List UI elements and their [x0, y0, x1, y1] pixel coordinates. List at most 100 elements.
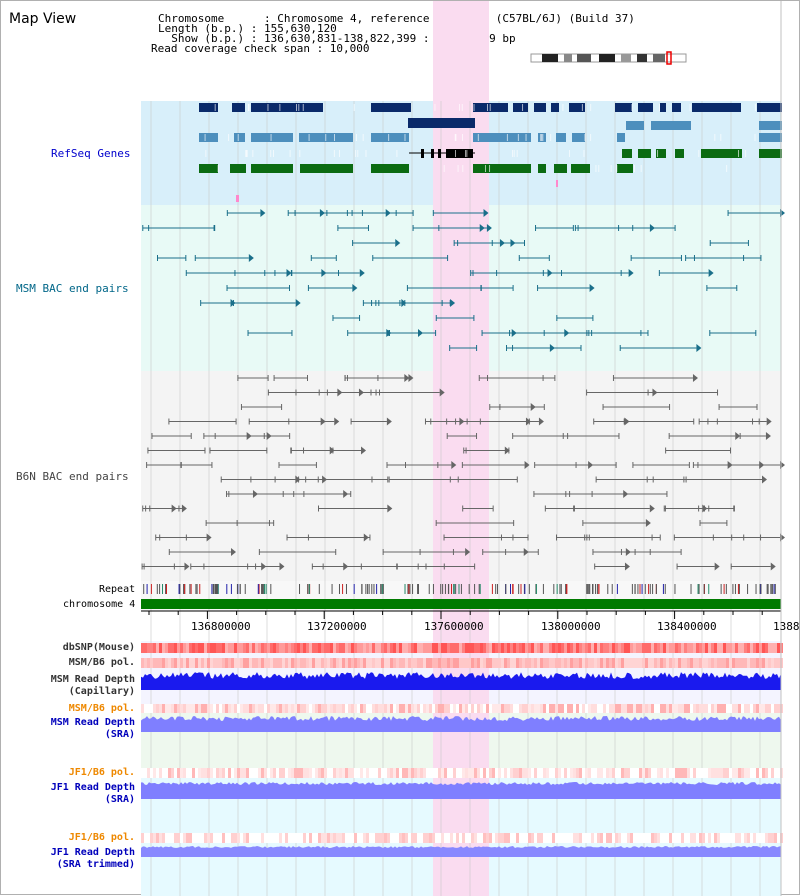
chromosome-bar[interactable] [141, 599, 781, 609]
heat-cell [288, 768, 291, 778]
bac-end-arrow [759, 461, 765, 469]
heat-cell [777, 768, 780, 778]
heat-cell [186, 658, 189, 668]
bac-end-arrow [386, 329, 392, 337]
heat-cell [684, 833, 687, 843]
repeat-element [708, 584, 710, 594]
heat-cell [516, 658, 519, 668]
heat-cell [747, 768, 750, 778]
gene-block [692, 103, 741, 112]
heat-cell [372, 833, 375, 843]
heat-cell [255, 768, 258, 778]
heat-cell [195, 833, 198, 843]
bac-end-arrow [386, 417, 392, 426]
chromosome-ideogram[interactable] [530, 51, 687, 65]
heat-cell [534, 704, 537, 713]
variant-and-depth-tracks[interactable] [141, 643, 783, 857]
bac-end-arrow [708, 269, 714, 277]
heat-cell [168, 768, 171, 778]
heat-cell [282, 704, 285, 713]
heat-cell [741, 658, 744, 668]
heat-cell [222, 658, 225, 668]
repeat-element [196, 584, 198, 594]
heat-cell [147, 658, 150, 668]
bac-end-arrow [363, 533, 369, 542]
heat-cell [309, 768, 312, 778]
heat-cell [264, 833, 267, 843]
heat-cell [453, 643, 456, 653]
heat-cell [738, 643, 741, 653]
heat-cell [336, 658, 339, 668]
heat-cell [678, 704, 681, 713]
repeat-element [737, 584, 739, 594]
heat-cell [162, 704, 165, 713]
heat-cell [690, 643, 693, 653]
repeat-element [566, 584, 568, 594]
gene-block [622, 149, 632, 158]
repeat-element [165, 584, 167, 594]
msm-bac-pairs-track[interactable] [142, 209, 785, 352]
heat-cell [708, 833, 711, 843]
heat-cell [354, 833, 357, 843]
heat-cell [642, 768, 645, 778]
heat-cell [252, 704, 255, 713]
msm-bac-label[interactable]: MSM BAC end pairs [16, 282, 129, 295]
repeat-element [491, 584, 493, 594]
heat-cell [672, 768, 675, 778]
gene-marker [556, 180, 558, 187]
heat-cell [702, 643, 705, 653]
jf1-pol-trimmed-label: JF1/B6 pol. [68, 832, 135, 843]
heat-cell [324, 704, 327, 713]
heat-cell [627, 833, 630, 843]
heat-cell [261, 704, 264, 713]
refseq-genes-track[interactable] [199, 103, 782, 202]
heat-cell [192, 704, 195, 713]
heat-cell [444, 643, 447, 653]
heat-cell [456, 833, 459, 843]
repeat-element [308, 584, 310, 594]
heat-cell [474, 704, 477, 713]
repeat-element [215, 584, 217, 594]
heat-cell [699, 768, 702, 778]
heat-cell [354, 658, 357, 668]
heat-cell [462, 768, 465, 778]
b6n-bac-label[interactable]: B6N BAC end pairs [16, 470, 129, 483]
heat-cell [666, 643, 669, 653]
heat-cell [159, 658, 162, 668]
heat-cell [429, 768, 432, 778]
heat-cell [537, 658, 540, 668]
repeat-element [586, 584, 588, 594]
repeat-track[interactable] [143, 584, 776, 594]
heat-cell [174, 704, 177, 713]
heat-cell [420, 704, 423, 713]
heat-cell [648, 643, 651, 653]
heat-cell [636, 833, 639, 843]
heat-cell [441, 768, 444, 778]
heat-cell [591, 658, 594, 668]
heat-cell [390, 643, 393, 653]
heat-cell [417, 768, 420, 778]
heat-cell [762, 658, 765, 668]
bac-end-arrow [465, 548, 471, 556]
heat-cell [726, 768, 729, 778]
heat-cell [528, 658, 531, 668]
heat-cell [621, 704, 624, 713]
gene-block [556, 133, 566, 142]
heat-cell [726, 704, 729, 713]
repeat-element [299, 584, 301, 594]
heat-cell [753, 643, 756, 653]
refseq-genes-label[interactable]: RefSeq Genes [51, 147, 131, 160]
heat-cell [387, 643, 390, 653]
heat-cell [753, 768, 756, 778]
repeat-element [444, 584, 446, 594]
heat-cell [396, 704, 399, 713]
heat-cell [198, 768, 201, 778]
heat-cell [435, 768, 438, 778]
bac-end-arrow [762, 475, 768, 484]
heat-cell [765, 704, 768, 713]
heat-cell [660, 643, 663, 653]
heat-cell [204, 643, 207, 653]
heat-cell [495, 643, 498, 653]
repeat-element [404, 584, 406, 594]
